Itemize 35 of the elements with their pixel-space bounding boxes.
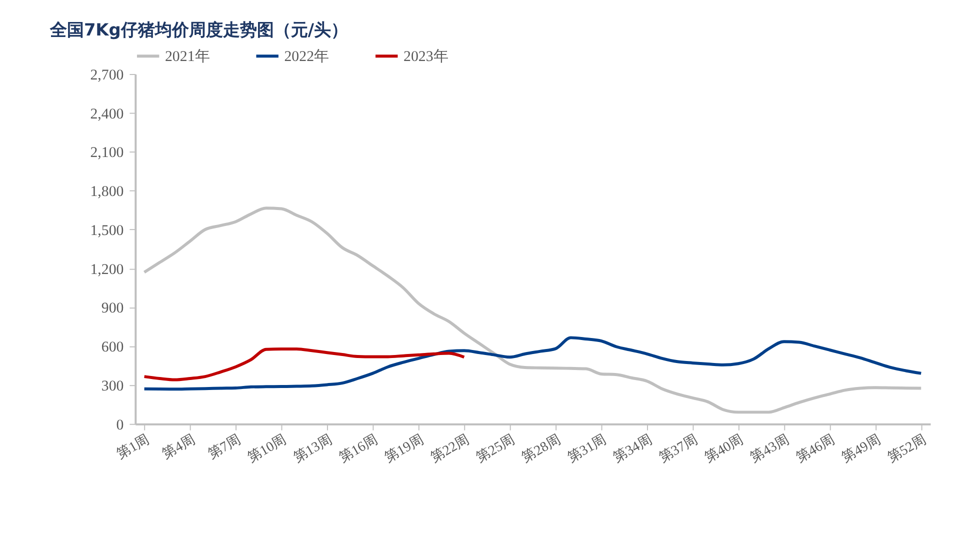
x-tick-label: 第49周 [839,431,884,466]
y-tick-label: 0 [116,417,124,434]
x-tick-label: 第37周 [656,431,701,466]
chart-title: 全国7Kg仔猪均价周度走势图（元/头） [48,19,348,40]
x-tick-label: 第31周 [564,431,610,466]
line-series [142,347,466,382]
legend-label: 2022年 [284,48,330,66]
x-tick-label: 第22周 [428,431,472,466]
line-series [142,336,923,391]
x-tick-label: 第7周 [205,431,244,463]
x-tick-label: 第52周 [884,431,930,466]
x-tick-label: 第16周 [336,431,381,466]
x-tick-label: 第4周 [160,431,198,463]
x-tick-label: 第43周 [748,431,792,466]
y-tick-label: 2,400 [90,106,124,122]
x-tick-label: 第1周 [114,431,152,463]
x-tick-label: 第28周 [519,431,564,466]
x-tick-label: 第19周 [382,431,426,466]
x-tick-label: 第25周 [474,431,518,466]
y-tick-label: 300 [101,378,124,394]
x-tick-label: 第13周 [290,431,336,466]
y-tick-label: 600 [101,340,124,356]
y-tick-label: 900 [101,300,124,317]
y-tick-label: 2,100 [90,145,124,162]
y-tick-label: 1,200 [90,262,124,278]
x-tick-label: 第40周 [702,431,746,466]
x-tick-label: 第10周 [245,431,290,466]
y-tick-label: 2,700 [90,67,124,84]
x-tick-label: 第34周 [610,431,655,466]
line-series [142,206,923,414]
y-tick-label: 1,500 [90,222,124,239]
x-tick-label: 第46周 [793,431,838,466]
legend-label: 2023年 [404,48,448,66]
legend-label: 2021年 [164,48,210,66]
y-tick-label: 1,800 [90,184,124,200]
